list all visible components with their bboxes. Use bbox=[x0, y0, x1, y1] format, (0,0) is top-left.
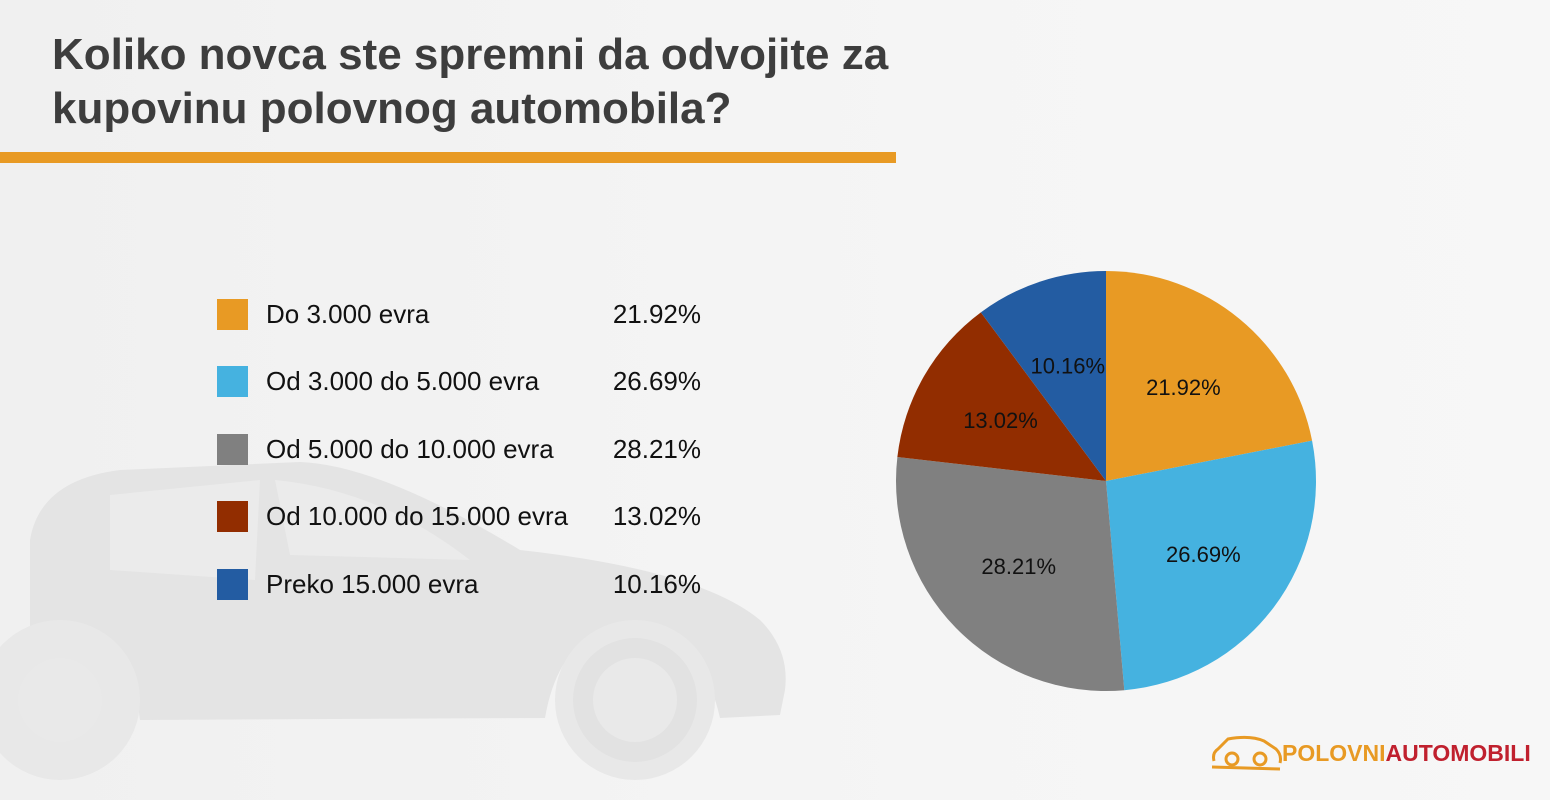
slice-label: 26.69% bbox=[1166, 542, 1241, 567]
slice-label: 21.92% bbox=[1146, 375, 1221, 400]
pie-slice bbox=[896, 457, 1125, 691]
legend-swatch bbox=[217, 433, 248, 465]
legend-value: 21.92% bbox=[612, 298, 701, 329]
legend-item: Od 5.000 do 10.000 evra 28.21% bbox=[217, 433, 701, 465]
slice-label: 13.02% bbox=[963, 408, 1038, 433]
legend-swatch bbox=[217, 568, 248, 600]
legend-item: Od 10.000 do 15.000 evra 13.02% bbox=[217, 501, 701, 533]
slice-label: 10.16% bbox=[1030, 353, 1105, 378]
legend-swatch bbox=[217, 298, 248, 330]
legend-value: 28.21% bbox=[612, 433, 701, 464]
legend-item: Do 3.000 evra 21.92% bbox=[217, 298, 701, 330]
logo: POLOVNI AUTOMOBILI bbox=[1210, 735, 1531, 771]
pie-slice bbox=[897, 312, 1106, 481]
legend-label: Do 3.000 evra bbox=[266, 298, 430, 329]
logo-text-automobili: AUTOMOBILI bbox=[1385, 739, 1531, 766]
title-underline bbox=[0, 152, 896, 163]
legend-item: Od 3.000 do 5.000 evra 26.69% bbox=[217, 366, 701, 398]
legend-swatch bbox=[217, 366, 248, 397]
pie-slice bbox=[980, 271, 1106, 481]
page-title: Koliko novca ste spremni da odvojite za … bbox=[52, 30, 889, 133]
legend-item: Preko 15.000 evra 10.16% bbox=[217, 568, 701, 600]
legend-label: Od 3.000 do 5.000 evra bbox=[266, 366, 540, 396]
car-silhouette-background bbox=[0, 462, 786, 780]
legend-label: Preko 15.000 evra bbox=[266, 568, 479, 599]
pie-slice bbox=[1106, 440, 1316, 691]
legend-value: 10.16% bbox=[612, 568, 701, 599]
legend-value: 26.69% bbox=[612, 366, 701, 396]
pie-slice bbox=[1106, 271, 1313, 481]
logo-text-polovni: POLOVNI bbox=[1282, 739, 1386, 766]
legend-swatch bbox=[217, 501, 248, 532]
car-logo-icon bbox=[1211, 735, 1282, 771]
slice-label: 28.21% bbox=[981, 554, 1056, 579]
legend-value: 13.02% bbox=[612, 501, 701, 531]
legend-label: Od 5.000 do 10.000 evra bbox=[266, 433, 554, 464]
legend-label: Od 10.000 do 15.000 evra bbox=[266, 501, 569, 531]
